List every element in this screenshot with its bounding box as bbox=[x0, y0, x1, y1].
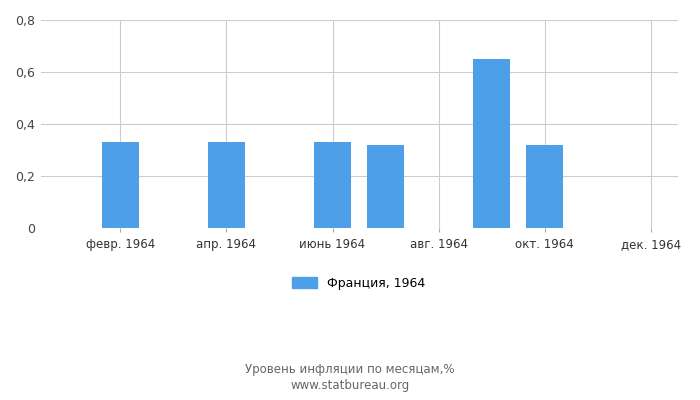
Bar bbox=[367, 145, 404, 228]
Text: www.statbureau.org: www.statbureau.org bbox=[290, 379, 410, 392]
Bar bbox=[314, 142, 351, 228]
Bar bbox=[526, 145, 564, 228]
Bar bbox=[473, 59, 510, 228]
Bar bbox=[102, 142, 139, 228]
Legend: Франция, 1964: Франция, 1964 bbox=[288, 272, 430, 295]
Bar bbox=[208, 142, 245, 228]
Text: Уровень инфляции по месяцам,%: Уровень инфляции по месяцам,% bbox=[245, 363, 455, 376]
